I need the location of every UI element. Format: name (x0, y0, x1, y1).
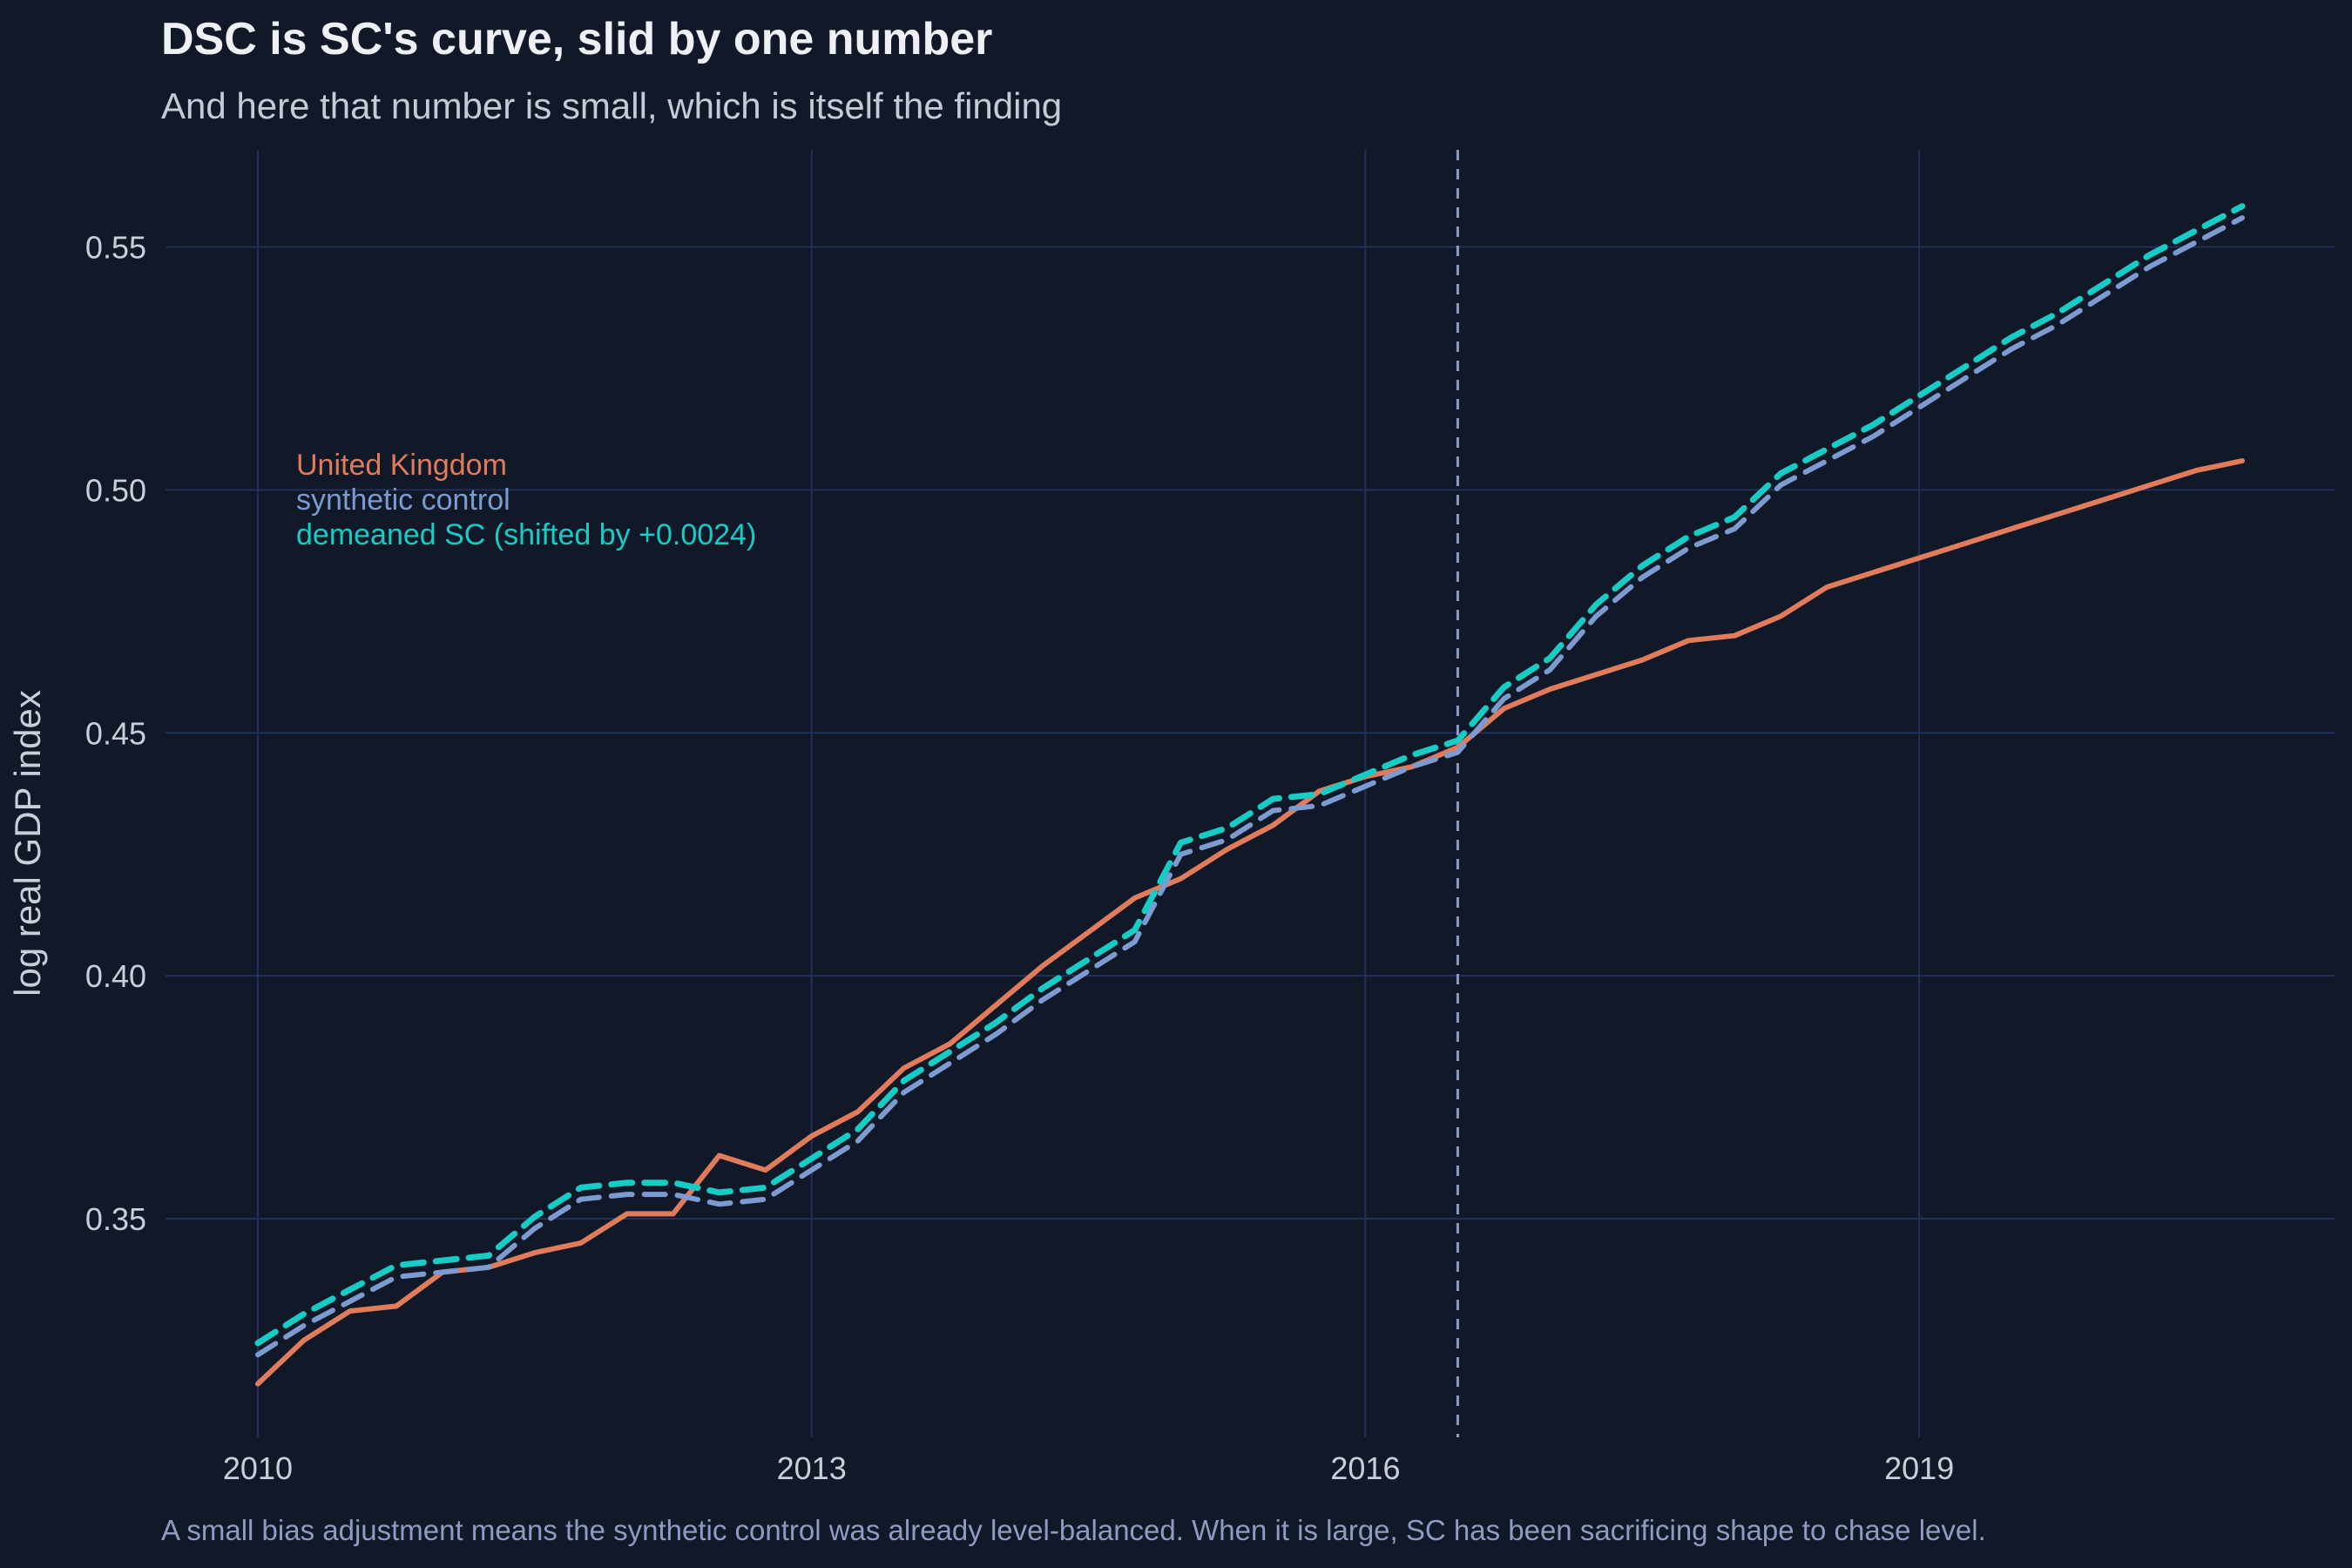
y-tick-label-0.45: 0.45 (85, 715, 146, 751)
inline-legend: United Kingdom synthetic control demeane… (296, 449, 756, 551)
grid (166, 150, 2335, 1437)
y-axis-label: log real GDP index (7, 690, 48, 997)
x-tick-label-2013: 2013 (777, 1450, 847, 1486)
chart-caption: A small bias adjustment means the synthe… (161, 1514, 1986, 1546)
legend-synthetic-control: synthetic control (296, 483, 510, 517)
y-tick-label-0.55: 0.55 (85, 230, 146, 266)
chart-title: DSC is SC's curve, slid by one number (161, 14, 992, 64)
y-tick-label-0.35: 0.35 (85, 1201, 146, 1237)
y-tick-label-0.50: 0.50 (85, 472, 146, 508)
chart-subtitle: And here that number is small, which is … (161, 85, 1062, 126)
legend-united-kingdom: United Kingdom (296, 449, 507, 482)
y-tick-label-0.40: 0.40 (85, 958, 146, 994)
x-axis: 2010 2013 2016 2019 (223, 1450, 1954, 1486)
series-line-united-kingdom (255, 458, 2245, 1387)
x-tick-label-2010: 2010 (223, 1450, 293, 1486)
series-line-demeaned-sc-shifted-by-0-0024 (254, 203, 2246, 1347)
series-group (254, 203, 2246, 1387)
y-axis: 0.35 0.40 0.45 0.50 0.55 (85, 230, 146, 1237)
x-tick-label-2019: 2019 (1884, 1450, 1954, 1486)
legend-demeaned-sc: demeaned SC (shifted by +0.0024) (296, 518, 756, 551)
series-line-synthetic-control (255, 215, 2245, 1358)
x-tick-label-2016: 2016 (1330, 1450, 1400, 1486)
